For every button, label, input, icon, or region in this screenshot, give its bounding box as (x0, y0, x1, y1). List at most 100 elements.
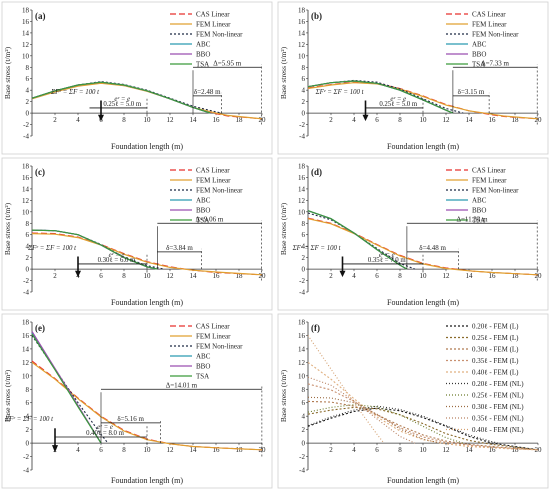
y-tick-label: 8 (26, 386, 30, 394)
x-tick-label: 14 (190, 272, 198, 280)
series-line-6 (31, 333, 102, 444)
panel-label: (b) (311, 11, 322, 21)
legend-entry: BBO (472, 51, 486, 59)
load-arrow-head (52, 445, 58, 453)
legend-entry: TSA (196, 373, 209, 381)
load-label: ΣFᵉ = ΣF = 100 t (27, 245, 77, 252)
y-tick-label: 6 (26, 399, 30, 407)
chart-panel-1: -4-20246810121416182468101214161820Found… (1, 1, 273, 155)
x-tick-label: 20 (259, 116, 267, 124)
legend-entry: CAS Linear (196, 11, 230, 19)
x-axis-label: Foundation length (m) (111, 298, 183, 307)
x-tick-label: 20 (535, 116, 543, 124)
y-tick-label: 16 (298, 332, 306, 340)
y-tick-label: 16 (22, 174, 30, 182)
delta-big-label: Δ=5.95 m (213, 59, 241, 67)
y-tick-label: 4 (302, 87, 306, 95)
x-tick-label: 12 (443, 272, 451, 280)
x-axis-label: Foundation length (m) (111, 476, 183, 485)
legend-entry: BBO (196, 51, 210, 59)
legend-entry: FEM Linear (196, 177, 231, 185)
panel-label: (d) (311, 167, 322, 177)
y-tick-label: 12 (298, 197, 306, 205)
y-tick-label: 18 (298, 7, 306, 15)
y-tick-label: 12 (22, 359, 30, 367)
ecc-label: eᵉ = e (97, 424, 113, 431)
y-tick-label: 18 (298, 163, 306, 171)
x-tick-label: 14 (466, 272, 474, 280)
legend-entry: 0.30ℓ - FEM (NL) (472, 403, 524, 411)
x-tick-label: 10 (420, 116, 428, 124)
x-tick-label: 4 (352, 446, 356, 454)
delta-big-label: Δ=7.33 m (481, 59, 509, 67)
y-tick-label: 18 (22, 319, 30, 327)
y-tick-label: 8 (302, 386, 306, 394)
y-axis-label: Base stress (t/m²) (3, 46, 12, 99)
y-tick-label: 4 (302, 243, 306, 251)
x-tick-label: 20 (535, 446, 543, 454)
series-line-7 (307, 404, 464, 444)
x-tick-label: 8 (398, 446, 402, 454)
y-tick-label: 14 (22, 29, 30, 37)
delta-big-label: Δ=11.33 m (456, 215, 488, 223)
y-tick-label: 0 (26, 440, 30, 448)
ecc-label: eᵉ = e (109, 252, 125, 259)
x-tick-label: 8 (398, 116, 402, 124)
y-tick-label: 2 (26, 426, 30, 434)
x-tick-label: 18 (236, 446, 244, 454)
x-tick-label: 18 (512, 272, 520, 280)
x-tick-label: 18 (236, 116, 244, 124)
x-tick-label: 12 (443, 446, 451, 454)
y-tick-label: 2 (26, 254, 30, 262)
x-tick-label: 8 (122, 446, 126, 454)
y-tick-label: 14 (298, 29, 306, 37)
x-tick-label: 16 (489, 446, 497, 454)
legend-entry: FEM Linear (472, 177, 507, 185)
x-axis-label: Foundation length (m) (387, 142, 459, 151)
chart-panel-2: -4 -2 0 2 4 6 8 10 12 14 16 18 2 4 6 8 10 12 14 16 18 20 Found… (277, 1, 549, 155)
x-tick-label: 18 (236, 272, 244, 280)
y-tick-label: 4 (302, 413, 306, 421)
delta-big-label: Δ=9.06 m (195, 215, 223, 223)
y-tick-label: 14 (22, 345, 30, 353)
y-axis-label: Base stress (t/m²) (279, 369, 288, 422)
legend-entry: FEM Linear (196, 333, 231, 341)
delta-small-label: δ=5.16 m (117, 415, 144, 423)
y-tick-label: 0 (302, 440, 306, 448)
x-tick-label: 10 (144, 116, 152, 124)
load-arrow-head (75, 270, 81, 278)
x-tick-label: 6 (375, 446, 379, 454)
y-tick-label: 0 (302, 110, 306, 118)
x-tick-label: 16 (213, 116, 221, 124)
load-label: ΣFᵉ = ΣF = 100 t (4, 416, 54, 423)
series-line-6 (307, 405, 498, 444)
legend-entry: 0.25ℓ - FEM (NL) (472, 392, 524, 400)
y-axis-label: Base stress (t/m²) (279, 202, 288, 255)
y-tick-label: 10 (298, 208, 306, 216)
y-tick-label: 0 (26, 110, 30, 118)
series-line-1 (307, 407, 539, 451)
legend-entry: BBO (196, 207, 210, 215)
panel-frame (1, 313, 273, 489)
series-line-3 (307, 79, 464, 114)
y-tick-label: 14 (298, 185, 306, 193)
load-arrow-head (339, 270, 346, 278)
legend-entry: TSA (472, 61, 485, 69)
legend-entry: ABC (196, 41, 211, 49)
load-arrow-head (98, 114, 104, 122)
delta-small-label: δ=2.48 m (194, 88, 221, 96)
x-tick-label: 14 (190, 116, 198, 124)
y-tick-label: 12 (298, 359, 306, 367)
x-tick-label: 6 (375, 272, 379, 280)
legend-entry: FEM Non-linear (196, 343, 243, 351)
delta-small-label: δ=4.48 m (419, 244, 446, 252)
legend-entry: TSA (472, 217, 485, 225)
x-tick-label: 12 (167, 446, 175, 454)
y-tick-label: 2 (26, 98, 30, 106)
y-tick-label: 16 (298, 174, 306, 182)
panel-frame (277, 313, 549, 489)
y-tick-label: 10 (22, 372, 30, 380)
y-tick-label: -2 (23, 453, 29, 461)
series-line-6 (31, 81, 211, 114)
